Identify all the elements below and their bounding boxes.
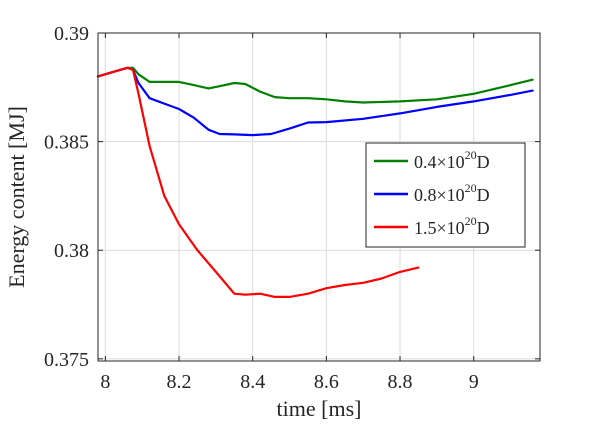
x-tick-label: 8.2 xyxy=(167,371,192,393)
legend-label-suffix: D xyxy=(477,185,490,205)
legend-label-2: 0.8×1020D xyxy=(414,181,490,205)
legend-label-base: 1.5×10 xyxy=(414,218,465,238)
y-tick-label: 0.385 xyxy=(44,132,89,154)
legend-label-suffix: D xyxy=(477,152,490,172)
series-line-1 xyxy=(96,66,534,104)
x-tick-label: 8.6 xyxy=(314,371,339,393)
x-tick-label: 8.4 xyxy=(240,371,265,393)
legend-label-base: 0.4×10 xyxy=(414,152,465,172)
legend-label-3: 1.5×1020D xyxy=(414,214,490,238)
x-tick-label: 9 xyxy=(469,371,479,393)
grid-lines xyxy=(98,32,540,361)
x-axis-title: time [ms] xyxy=(277,396,362,421)
legend-label-exponent: 20 xyxy=(465,214,477,228)
legend-label-exponent: 20 xyxy=(465,148,477,162)
x-tick-label: 8.8 xyxy=(388,371,413,393)
legend-label-base: 0.8×10 xyxy=(414,185,465,205)
y-tick-label: 0.39 xyxy=(54,23,89,45)
series-lines xyxy=(96,66,534,298)
x-tick-label: 8 xyxy=(100,371,110,393)
series-line-2 xyxy=(96,66,534,137)
y-tick-label: 0.38 xyxy=(54,240,89,262)
axis-ticks xyxy=(98,32,540,361)
y-axis-title: Energy content [MJ] xyxy=(4,106,29,288)
series-line-3 xyxy=(96,66,420,298)
y-tick-label: 0.375 xyxy=(44,349,89,371)
y-tick-labels: 0.375 0.38 0.385 0.39 xyxy=(44,23,89,371)
legend-label-1: 0.4×1020D xyxy=(414,148,490,172)
legend-label-suffix: D xyxy=(477,218,490,238)
x-tick-labels: 8 8.2 8.4 8.6 8.8 9 xyxy=(100,371,478,393)
plot-frame xyxy=(97,32,541,362)
legend-label-exponent: 20 xyxy=(465,181,477,195)
